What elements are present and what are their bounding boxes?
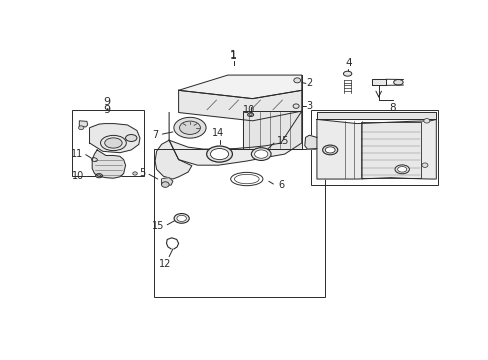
- Ellipse shape: [97, 175, 101, 177]
- Ellipse shape: [206, 146, 232, 162]
- Circle shape: [421, 163, 427, 167]
- Polygon shape: [243, 111, 301, 149]
- Polygon shape: [316, 120, 435, 179]
- Polygon shape: [161, 177, 173, 185]
- Text: 7: 7: [152, 130, 159, 140]
- Circle shape: [132, 172, 137, 175]
- Bar: [154, 149, 324, 297]
- Ellipse shape: [179, 121, 200, 134]
- Text: 15: 15: [277, 136, 289, 146]
- Polygon shape: [92, 150, 125, 178]
- Ellipse shape: [251, 148, 270, 161]
- Ellipse shape: [96, 174, 102, 178]
- Ellipse shape: [248, 114, 252, 116]
- Circle shape: [423, 118, 429, 123]
- Ellipse shape: [325, 147, 334, 153]
- Circle shape: [79, 126, 84, 130]
- Text: 2: 2: [306, 78, 312, 89]
- Text: 5: 5: [139, 168, 145, 179]
- Polygon shape: [89, 123, 140, 153]
- Bar: [311, 110, 437, 185]
- Ellipse shape: [104, 138, 122, 148]
- Text: 12: 12: [159, 259, 171, 269]
- Text: 9: 9: [103, 105, 110, 115]
- Ellipse shape: [101, 135, 126, 150]
- Polygon shape: [155, 140, 191, 179]
- Polygon shape: [316, 112, 435, 120]
- Circle shape: [292, 104, 299, 108]
- Ellipse shape: [254, 150, 267, 158]
- Ellipse shape: [174, 117, 205, 138]
- Text: 3: 3: [306, 101, 312, 111]
- Polygon shape: [304, 135, 316, 149]
- Polygon shape: [178, 75, 301, 99]
- Polygon shape: [178, 90, 301, 121]
- Ellipse shape: [91, 158, 97, 162]
- Text: 4: 4: [345, 58, 351, 68]
- Text: 10: 10: [72, 171, 84, 181]
- Text: 13: 13: [355, 164, 368, 174]
- Polygon shape: [371, 79, 386, 85]
- Circle shape: [293, 78, 300, 83]
- Ellipse shape: [177, 215, 186, 221]
- Text: 10: 10: [243, 105, 255, 115]
- Polygon shape: [169, 111, 301, 165]
- Text: 15: 15: [151, 221, 164, 231]
- Text: 1: 1: [229, 51, 237, 61]
- Ellipse shape: [247, 113, 253, 117]
- Ellipse shape: [174, 213, 189, 223]
- Ellipse shape: [210, 149, 228, 159]
- Ellipse shape: [397, 167, 406, 172]
- Circle shape: [161, 182, 169, 187]
- Ellipse shape: [322, 145, 337, 155]
- Text: 6: 6: [277, 180, 284, 190]
- Text: 9: 9: [103, 97, 110, 107]
- Text: 8: 8: [388, 103, 395, 113]
- Ellipse shape: [343, 71, 351, 76]
- Ellipse shape: [394, 165, 408, 174]
- Text: 14: 14: [212, 128, 224, 138]
- Bar: [360, 122, 420, 177]
- Bar: [72, 110, 144, 176]
- Text: 1: 1: [229, 50, 237, 60]
- Polygon shape: [79, 121, 87, 127]
- Text: 11: 11: [71, 149, 83, 159]
- Ellipse shape: [125, 135, 137, 141]
- Ellipse shape: [393, 80, 402, 85]
